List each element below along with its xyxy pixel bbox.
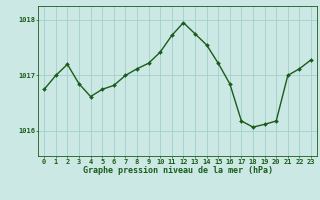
X-axis label: Graphe pression niveau de la mer (hPa): Graphe pression niveau de la mer (hPa) [83, 166, 273, 175]
